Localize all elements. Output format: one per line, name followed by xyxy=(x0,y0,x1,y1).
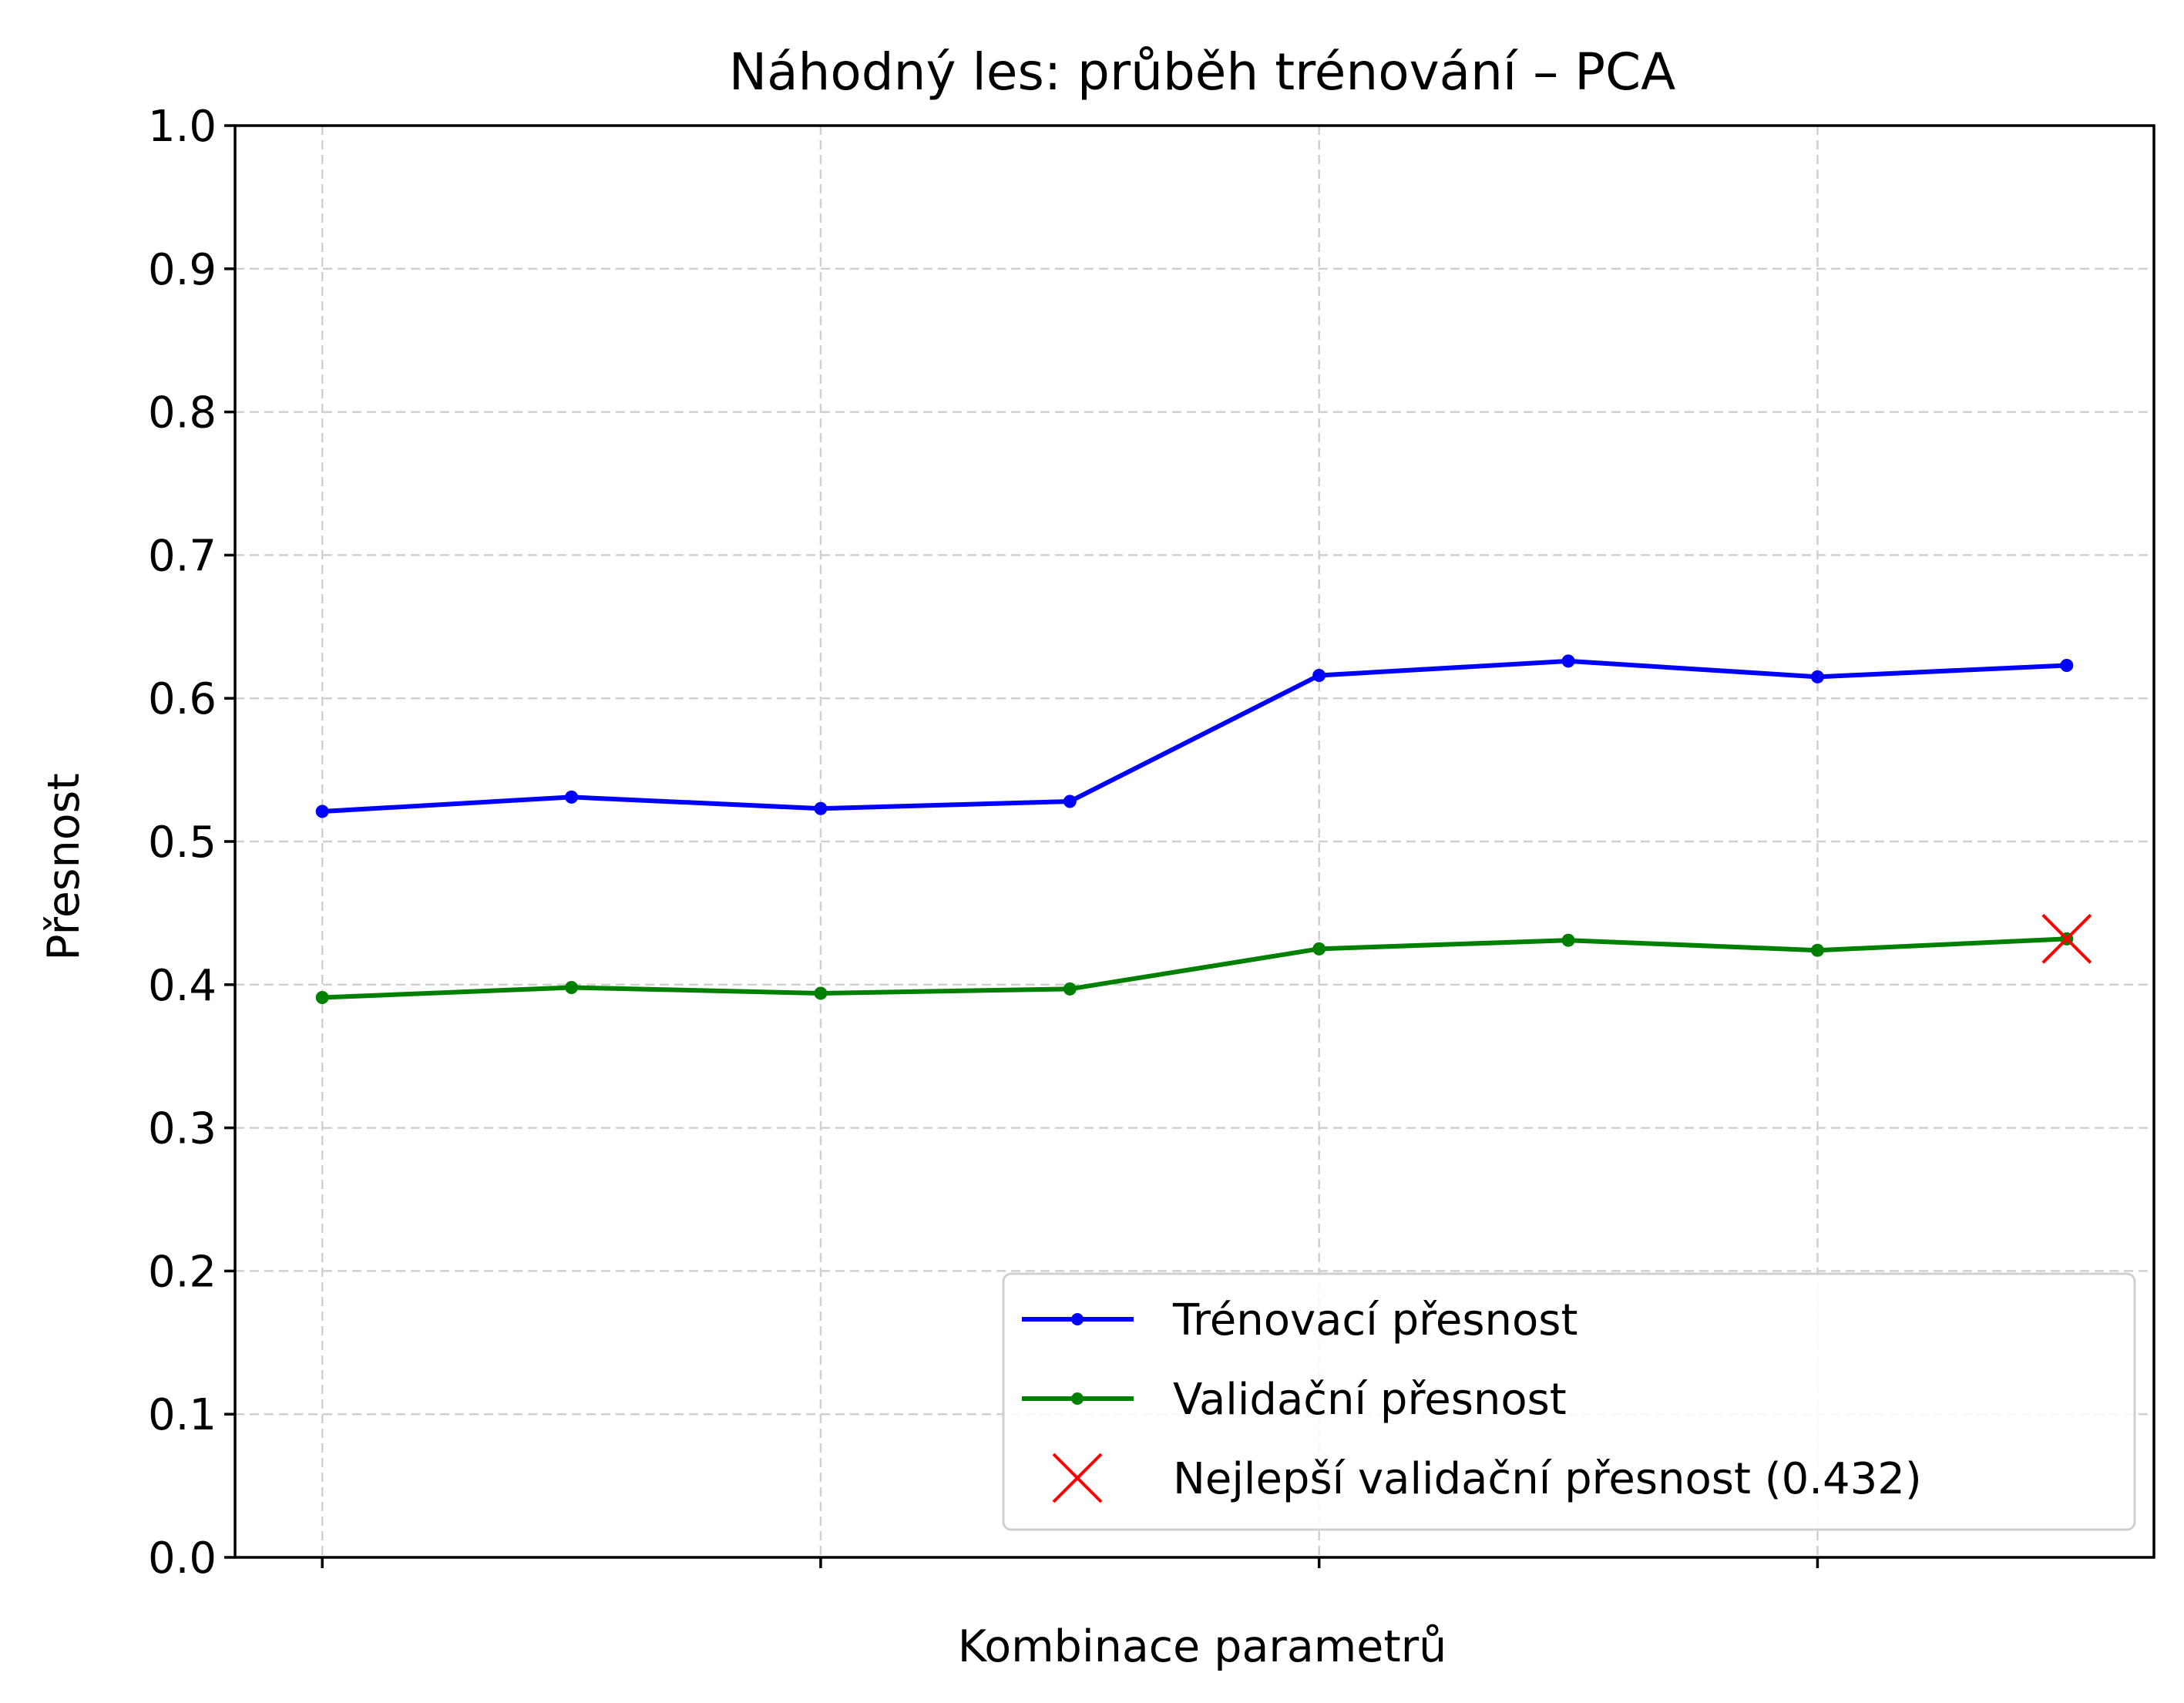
y-tick-label: 0.6 xyxy=(148,674,217,724)
y-tick-label: 0.4 xyxy=(148,961,217,1011)
data-point-training xyxy=(1810,670,1824,684)
x-axis-label: Kombinace parametrů xyxy=(958,1621,1447,1672)
legend-marker-validation xyxy=(1071,1392,1084,1405)
series-line-training xyxy=(320,658,2069,814)
y-axis-label: Přesnost xyxy=(39,773,89,960)
legend-marker-best-x xyxy=(1052,1453,1103,1503)
data-point-validation xyxy=(565,981,579,995)
data-point-training xyxy=(1063,794,1077,808)
data-point-training xyxy=(315,804,329,818)
data-point-training xyxy=(1561,654,1575,668)
legend-label-training: Trénovací přesnost xyxy=(1172,1295,1578,1345)
y-tick-label: 0.7 xyxy=(148,531,217,581)
chart-title: Náhodný les: průběh trénování – PCA xyxy=(729,42,1676,102)
y-tick-label: 0.1 xyxy=(148,1390,217,1440)
data-point-training xyxy=(814,801,828,815)
series-line-validation xyxy=(320,936,2069,1000)
legend-item-validation: Validační přesnost xyxy=(1022,1375,1567,1425)
data-point-training xyxy=(565,790,579,804)
best-point-stroke xyxy=(2041,913,2092,964)
data-point-validation xyxy=(814,986,828,1000)
series-layer xyxy=(315,654,2092,1005)
axis-ticks: 0.0 0.1 0.2 0.3 0.4 0.5 0.6 0.7 0.8 0.9 1.0 xyxy=(148,102,1819,1584)
legend-label-best: Nejlepší validační přesnost (0.432) xyxy=(1173,1454,1922,1504)
y-tick-label: 0.0 xyxy=(148,1533,217,1584)
data-point-training xyxy=(2060,658,2074,672)
best-point-marker xyxy=(2041,913,2092,964)
data-point-training xyxy=(1312,668,1326,682)
legend-marker-training xyxy=(1071,1313,1084,1325)
data-point-validation xyxy=(1561,933,1575,947)
data-point-validation xyxy=(1063,982,1077,996)
legend-box xyxy=(1002,1272,2136,1531)
legend: Trénovací přesnost Validační přesnost Ne… xyxy=(1002,1272,2136,1531)
legend-item-best: Nejlepší validační přesnost (0.432) xyxy=(1052,1453,1922,1504)
legend-label-validation: Validační přesnost xyxy=(1173,1375,1567,1425)
data-point-validation xyxy=(1810,943,1824,957)
y-tick-label: 0.9 xyxy=(148,245,217,295)
data-point-validation xyxy=(315,991,329,1005)
y-tick-label: 0.8 xyxy=(148,388,217,438)
y-tick-label: 0.2 xyxy=(148,1247,217,1297)
data-point-validation xyxy=(1312,942,1326,956)
legend-item-training: Trénovací přesnost xyxy=(1022,1295,1578,1345)
y-tick-label: 0.3 xyxy=(148,1104,217,1154)
y-tick-label: 0.5 xyxy=(148,818,217,868)
y-tick-label: 1.0 xyxy=(148,102,217,152)
